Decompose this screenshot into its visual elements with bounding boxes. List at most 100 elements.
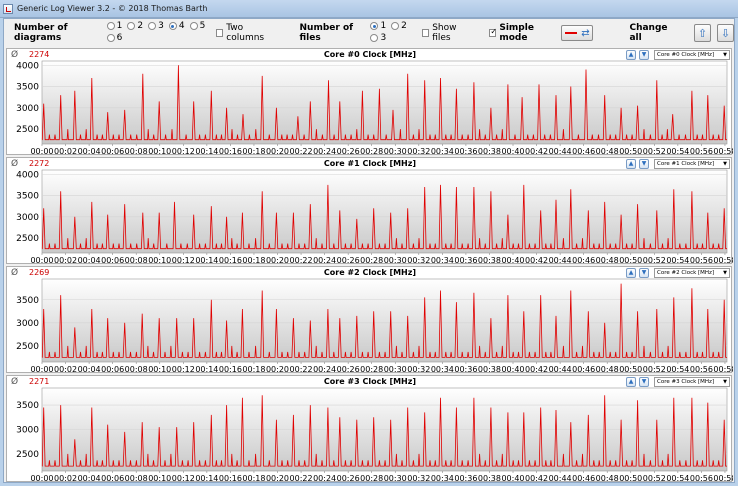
plot-area: [41, 60, 728, 145]
x-tick-label: 00:06: [101, 147, 124, 156]
diagrams-radio-dot[interactable]: [189, 22, 198, 30]
diagrams-radio-dot[interactable]: [106, 34, 115, 42]
diagrams-radio-label: 3: [158, 21, 164, 31]
diagrams-radio-dot[interactable]: [127, 22, 136, 30]
arrow-down-icon: ▼: [641, 269, 647, 276]
files-radio-2[interactable]: 2: [391, 21, 407, 31]
diagrams-radio-label: 6: [116, 33, 123, 43]
panel-down-button[interactable]: ▼: [639, 50, 649, 60]
diagram-panel-2: 3500 3000 2500 00:00 00:02 00:04 00:06 00:08 00:…: [6, 266, 733, 374]
chevron-down-icon: ▼: [723, 161, 727, 167]
x-tick-label: 00:04: [78, 474, 101, 483]
x-tick-label: 00:58: [713, 365, 733, 374]
arrow-down-icon: ▼: [641, 51, 647, 58]
average-value: 2272: [29, 159, 50, 168]
line-style-button[interactable]: ⇄: [561, 25, 594, 41]
move-up-button[interactable]: ⇧: [694, 24, 711, 42]
x-tick-label: 00:48: [596, 365, 619, 374]
x-tick-label: 00:16: [219, 365, 242, 374]
panel-down-button[interactable]: ▼: [639, 377, 649, 387]
simple-mode-checkbox-box[interactable]: [489, 27, 497, 37]
x-tick-label: 00:18: [242, 256, 265, 265]
diagrams-radio-3[interactable]: 3: [148, 21, 164, 31]
diagrams-radio-dot[interactable]: [106, 22, 115, 30]
files-radio-3[interactable]: 3: [370, 33, 386, 43]
x-tick-label: 00:02: [54, 147, 77, 156]
simple-mode-label: Simple mode: [499, 23, 534, 43]
x-tick-label: 00:02: [54, 474, 77, 483]
chevron-down-icon: ▼: [723, 379, 727, 385]
two-columns-checkbox-box[interactable]: [216, 29, 224, 37]
x-tick-label: 00:50: [619, 474, 642, 483]
y-tick-label: 2500: [16, 450, 39, 460]
x-tick-label: 00:40: [501, 256, 524, 265]
x-tick-label: 00:08: [125, 147, 148, 156]
y-tick-label: 3000: [16, 426, 39, 436]
x-tick-label: 00:54: [666, 147, 689, 156]
x-tick-label: 00:34: [431, 147, 454, 156]
diagrams-radio-5[interactable]: 5: [189, 21, 205, 31]
sensor-select[interactable]: Core #1 Clock [MHz] ▼: [654, 159, 730, 169]
x-tick-label: 00:54: [666, 365, 689, 374]
x-tick-label: 00:10: [148, 474, 171, 483]
panel-down-button[interactable]: ▼: [639, 159, 649, 169]
two-columns-checkbox[interactable]: Two columns: [216, 23, 273, 43]
y-tick-label: 2500: [16, 234, 39, 244]
x-tick-label: 00:56: [690, 147, 713, 156]
x-tick-label: 00:52: [643, 365, 666, 374]
x-tick-label: 00:38: [478, 256, 501, 265]
average-value: 2269: [29, 268, 50, 277]
panel-up-button[interactable]: ▲: [626, 377, 636, 387]
x-tick-label: 00:00: [30, 474, 53, 483]
diagram-panel-0: 4000 3500 3000 2500 00:00 00:02 00:04 00:06 00:0…: [6, 48, 733, 156]
diagrams-radio-4[interactable]: 4: [168, 21, 185, 31]
plot-area: [41, 169, 728, 254]
files-radio-dot[interactable]: [370, 34, 379, 42]
panel-up-button[interactable]: ▲: [626, 268, 636, 278]
diagram-panel-3: 3500 3000 2500 00:00 00:02 00:04 00:06 00:08 00:…: [6, 375, 733, 483]
x-tick-label: 00:44: [549, 474, 572, 483]
show-files-checkbox[interactable]: Show files: [422, 23, 469, 43]
simple-mode-checkbox[interactable]: Simple mode: [489, 23, 553, 43]
sensor-select[interactable]: Core #3 Clock [MHz] ▼: [654, 377, 730, 387]
chevron-down-icon: ▼: [723, 52, 727, 58]
x-tick-label: 00:10: [148, 256, 171, 265]
x-tick-label: 00:54: [666, 256, 689, 265]
show-files-checkbox-box[interactable]: [422, 29, 430, 37]
x-tick-label: 00:06: [101, 474, 124, 483]
arrow-up-icon: ▲: [628, 51, 634, 58]
x-tick-label: 00:46: [572, 474, 595, 483]
x-tick-label: 00:58: [713, 474, 733, 483]
diagrams-radio-1[interactable]: 1: [106, 21, 122, 31]
x-tick-label: 00:50: [619, 365, 642, 374]
files-radio-dot[interactable]: [370, 22, 379, 30]
move-down-button[interactable]: ⇩: [717, 24, 734, 42]
panel-up-button[interactable]: ▲: [626, 50, 636, 60]
sensor-select[interactable]: Core #0 Clock [MHz] ▼: [654, 50, 730, 60]
x-tick-label: 00:20: [266, 365, 289, 374]
sensor-select[interactable]: Core #2 Clock [MHz] ▼: [654, 268, 730, 278]
files-radio-label: 3: [380, 33, 387, 43]
x-tick-label: 00:16: [219, 147, 242, 156]
x-tick-label: 00:34: [431, 365, 454, 374]
diagrams-radio-dot[interactable]: [168, 22, 177, 30]
files-radio-1[interactable]: 1: [370, 21, 386, 31]
panel-up-button[interactable]: ▲: [626, 159, 636, 169]
x-tick-label: 00:42: [525, 365, 548, 374]
sensor-select-value: Core #1 Clock [MHz]: [657, 161, 715, 167]
x-tick-label: 00:14: [195, 365, 218, 374]
x-tick-label: 00:36: [454, 256, 477, 265]
diagrams-radio-6[interactable]: 6: [106, 33, 123, 43]
x-tick-label: 00:36: [454, 365, 477, 374]
x-tick-label: 00:10: [148, 365, 171, 374]
x-tick-label: 00:18: [242, 147, 265, 156]
diagrams-radio-2[interactable]: 2: [127, 21, 143, 31]
diagrams-radio-dot[interactable]: [148, 22, 157, 30]
files-radio-dot[interactable]: [391, 22, 400, 30]
x-tick-label: 00:56: [690, 256, 713, 265]
x-tick-label: 00:38: [478, 474, 501, 483]
panel-down-button[interactable]: ▼: [639, 268, 649, 278]
arrow-up-icon: ▲: [628, 378, 634, 385]
average-value: 2274: [29, 50, 50, 59]
